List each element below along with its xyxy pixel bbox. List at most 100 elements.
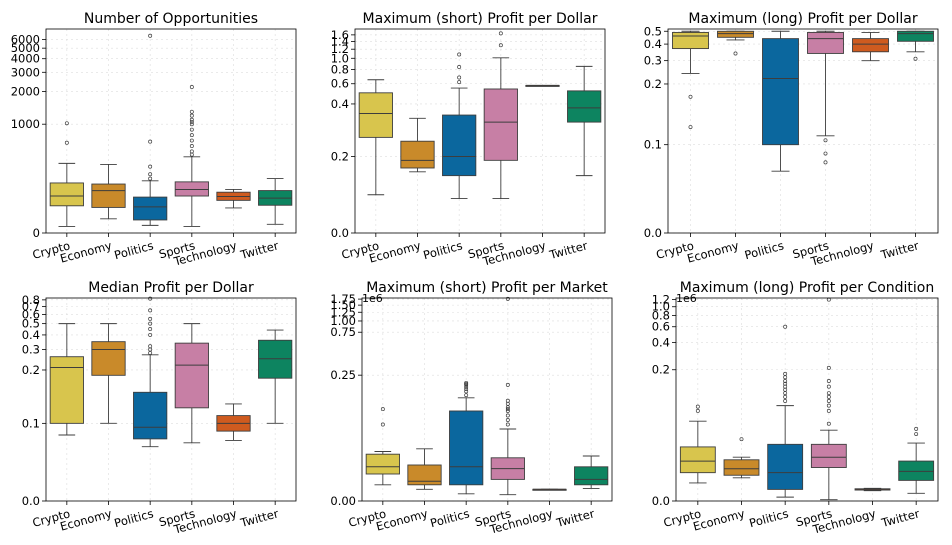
- y-tick-label: 0.8: [331, 62, 349, 76]
- outlier-point: [826, 408, 831, 413]
- chart-panel: 0.00.20.40.60.81.01.21.41.6CryptoEconomy…: [331, 11, 606, 269]
- y-tick-label: 0.6: [652, 320, 670, 334]
- box-body: [723, 459, 760, 476]
- y-tick-label: 6000: [11, 33, 40, 47]
- box-crypto: [679, 404, 716, 484]
- outlier-point: [688, 94, 693, 99]
- y-tick-label: 1.4: [331, 35, 349, 49]
- outlier-point: [826, 379, 831, 383]
- outlier-point: [148, 33, 153, 38]
- box-sports: [490, 296, 525, 496]
- outlier-point: [380, 422, 385, 427]
- y-tick-label: 0.5: [22, 317, 40, 331]
- box-body: [407, 464, 442, 486]
- box-technology: [852, 31, 889, 62]
- box-body: [898, 460, 935, 481]
- box-body: [174, 342, 209, 409]
- y-tick-label: 0.3: [644, 54, 662, 68]
- box-body: [852, 38, 889, 53]
- outlier-point: [783, 394, 788, 399]
- chart-title: Maximum (long) Profit per Condition: [680, 280, 935, 296]
- outlier-point: [505, 382, 510, 387]
- outlier-point: [148, 296, 153, 301]
- y-tick-label: 0.2: [644, 77, 662, 91]
- outlier-point: [189, 84, 194, 89]
- chart-panel: 0.00.10.20.30.40.50.60.70.8CryptoEconomy…: [22, 280, 297, 537]
- box-crypto: [49, 121, 84, 227]
- outlier-point: [783, 371, 788, 376]
- y-tick-label: 0.0: [644, 226, 662, 240]
- outlier-point: [498, 31, 503, 36]
- box-twitter: [258, 329, 293, 424]
- plot-frame: [354, 28, 606, 234]
- y-tick-label: 0.2: [331, 150, 349, 164]
- y-tick-label: 1.2: [331, 42, 349, 56]
- plot-frame: [45, 297, 297, 502]
- outlier-point: [498, 43, 503, 48]
- box-politics: [133, 296, 168, 448]
- outlier-point: [148, 332, 153, 337]
- box-body: [672, 31, 709, 50]
- outlier-point: [148, 308, 153, 313]
- y-tick-label: 0.0: [22, 494, 40, 508]
- box-body: [762, 38, 799, 146]
- box-politics: [767, 324, 804, 498]
- outlier-point: [380, 407, 385, 412]
- y-tick-label: 0.25: [330, 368, 356, 382]
- y-tick-label: 0.6: [331, 77, 349, 91]
- y-tick-label: 3000: [11, 65, 40, 79]
- box-crypto: [49, 323, 84, 436]
- box-body: [574, 466, 609, 486]
- outlier-point: [64, 140, 69, 145]
- box-body: [133, 391, 168, 440]
- outlier-point: [464, 389, 469, 394]
- box-twitter: [258, 178, 293, 225]
- y-tick-label: 1.50: [330, 298, 356, 312]
- box-economy: [407, 448, 442, 490]
- box-twitter: [897, 30, 934, 61]
- y-tick-label: 0.75: [330, 325, 356, 339]
- outlier-point: [457, 52, 462, 57]
- outlier-point: [464, 380, 469, 385]
- y-tick-label: 1.75: [330, 292, 356, 306]
- y-tick-label: 5000: [11, 41, 40, 55]
- outlier-point: [695, 408, 700, 413]
- box-politics: [442, 52, 477, 200]
- outlier-point: [823, 151, 828, 156]
- box-politics: [449, 380, 484, 495]
- outlier-point: [826, 365, 831, 370]
- y-tick-label: 1000: [11, 117, 40, 131]
- y-tick-label: 1.6: [331, 28, 349, 42]
- chart-panel: 0.000.250.751.001.251.501.75CryptoEconom…: [330, 280, 613, 537]
- outlier-point: [148, 327, 153, 331]
- box-technology: [216, 403, 251, 441]
- box-sports: [483, 31, 518, 200]
- outlier-point: [505, 422, 510, 427]
- outlier-point: [826, 384, 831, 389]
- outlier-point: [148, 139, 153, 144]
- outlier-point: [457, 75, 462, 80]
- outlier-point: [148, 176, 153, 181]
- outlier-point: [189, 109, 194, 114]
- y-tick-label: 1.25: [330, 305, 356, 319]
- x-tick-label: Twitter: [554, 506, 596, 530]
- y-tick-label: 1.2: [652, 293, 670, 307]
- outlier-point: [189, 144, 194, 148]
- box-crypto: [672, 30, 709, 129]
- box-sports: [810, 297, 847, 501]
- outlier-point: [823, 160, 828, 165]
- box-body: [365, 453, 400, 475]
- outlier-point: [505, 413, 510, 418]
- chart-title: Maximum (short) Profit per Dollar: [363, 11, 598, 27]
- y-tick-label: 0.0: [331, 226, 349, 240]
- box-politics: [762, 30, 799, 172]
- outlier-point: [189, 122, 194, 127]
- outlier-point: [189, 133, 194, 138]
- outlier-point: [505, 407, 510, 412]
- y-tick-label: 0.8: [652, 308, 670, 322]
- box-body: [49, 356, 84, 424]
- axis-offset-label: 1e6: [676, 292, 697, 305]
- plot-frame: [667, 28, 939, 234]
- y-tick-label: 0.5: [644, 24, 662, 38]
- box-body: [897, 30, 934, 42]
